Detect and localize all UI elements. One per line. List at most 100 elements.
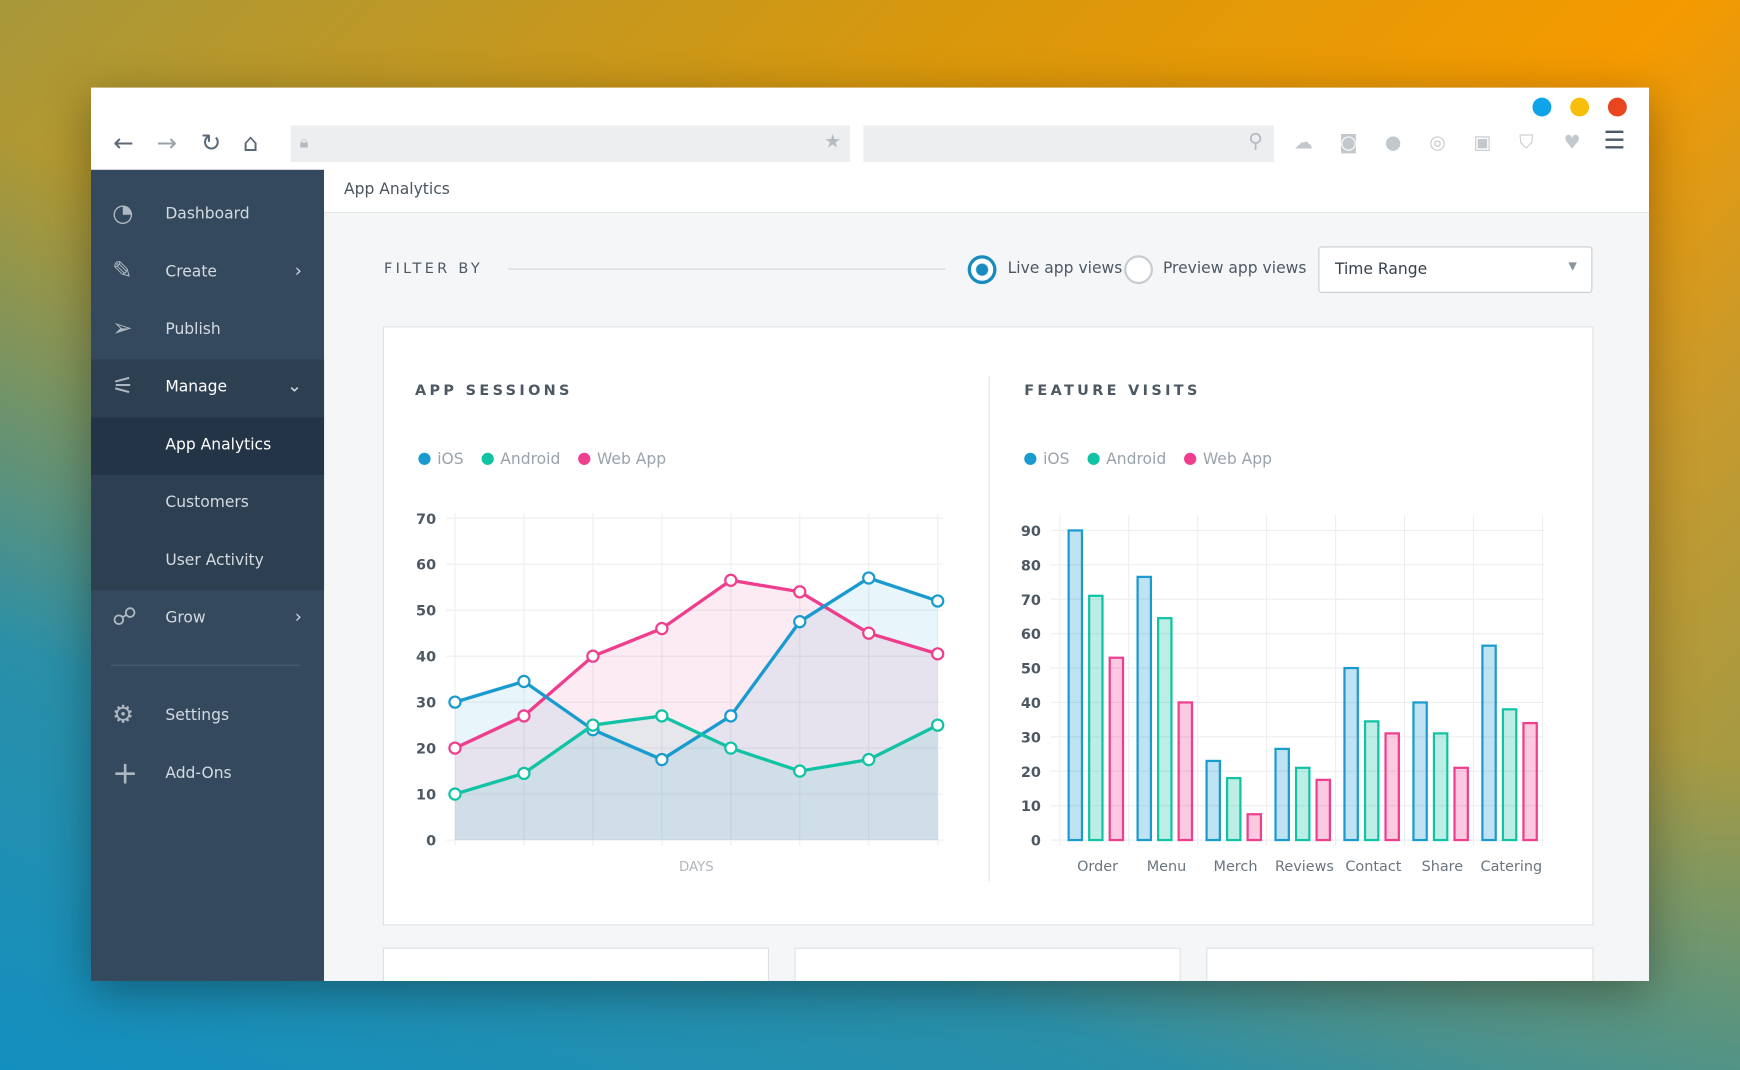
bar-Merch-Android xyxy=(1225,777,1242,842)
bar-Reviews-Web App xyxy=(1315,778,1332,842)
feature-visits-legend: iOS Android Web App xyxy=(1024,451,1290,468)
y-tick-label: 70 xyxy=(1021,593,1041,609)
filter-divider xyxy=(508,268,946,270)
data-point xyxy=(724,741,738,755)
data-point xyxy=(931,718,945,732)
area-Android xyxy=(454,715,938,841)
sidebar-item-user-activity[interactable]: User Activity xyxy=(90,532,325,591)
bar-Catering-Android xyxy=(1501,708,1518,842)
y-tick-label: 30 xyxy=(1021,730,1041,746)
menu-icon[interactable]: ☰ xyxy=(1603,127,1626,156)
sidebar: ◔ Dashboard ✎ Create › ➢ Publish ⚟ Manage ⌄ Ap… xyxy=(90,169,325,981)
home-icon[interactable]: ⌂ xyxy=(243,129,259,158)
y-tick-label: 80 xyxy=(1021,558,1041,574)
data-point xyxy=(517,766,531,781)
x-tick-label: Menu xyxy=(1147,859,1187,875)
address-bar[interactable]: 🔒︎ ★ xyxy=(290,125,851,163)
star-icon[interactable]: ★ xyxy=(824,130,842,154)
cloud-upload-icon[interactable]: ☁ xyxy=(1293,132,1313,155)
back-arrow-icon[interactable]: ← xyxy=(113,129,134,158)
bar-Order-iOS xyxy=(1067,529,1084,842)
x-tick-label: Contact xyxy=(1345,859,1401,875)
y-tick-label: 60 xyxy=(416,558,436,574)
window-minimize-button[interactable] xyxy=(1532,97,1552,117)
data-point xyxy=(862,571,876,585)
data-point xyxy=(586,718,600,732)
data-point xyxy=(724,709,738,723)
bar-Reviews-Android xyxy=(1294,766,1311,842)
y-tick-label: 10 xyxy=(1021,799,1041,815)
app-sessions-title: APP SESSIONS xyxy=(415,382,573,400)
search-icon[interactable]: ⚲ xyxy=(1248,129,1263,154)
line-Android xyxy=(454,714,939,796)
card-divider xyxy=(988,376,990,882)
camera-icon[interactable]: ◙ xyxy=(1339,132,1358,155)
radio-preview-app-views[interactable] xyxy=(1124,255,1153,285)
y-tick-label: 40 xyxy=(416,650,436,666)
sidebar-item-manage[interactable]: ⚟ Manage ⌄ xyxy=(90,359,325,418)
sidebar-divider xyxy=(110,664,300,666)
sliders-icon: ⚟ xyxy=(112,372,134,401)
line-iOS xyxy=(454,576,939,762)
bar-Menu-iOS xyxy=(1136,575,1153,842)
bar-Catering-iOS xyxy=(1481,644,1497,842)
chevron-right-icon: › xyxy=(294,605,302,627)
charts-layer: 0 10 20 30 40 50 60 70 DAYS 0 10 20 30 40 50 60 70 80 90 Or… xyxy=(416,512,1545,875)
briefcase-icon[interactable]: ▣ xyxy=(1473,132,1492,155)
bar-Contact-iOS xyxy=(1343,666,1359,842)
sidebar-item-app-analytics[interactable]: App Analytics xyxy=(90,417,325,475)
x-tick-label: Reviews xyxy=(1275,859,1334,875)
sidebar-item-add-ons[interactable]: + Add-Ons xyxy=(112,754,232,792)
shield-icon[interactable]: ⛉ xyxy=(1519,132,1534,155)
data-point xyxy=(655,752,669,767)
bar-Share-iOS xyxy=(1412,701,1428,842)
radio-label-preview[interactable]: Preview app views xyxy=(1162,259,1307,278)
window-maximize-button[interactable] xyxy=(1570,97,1590,117)
bar-Share-Android xyxy=(1432,732,1449,842)
sidebar-item-create[interactable]: ✎ Create › xyxy=(112,257,302,286)
sidebar-item-publish[interactable]: ➢ Publish xyxy=(112,315,221,343)
sidebar-item-dashboard[interactable]: ◔ Dashboard xyxy=(112,199,250,228)
sidebar-item-settings[interactable]: ⚙ Settings xyxy=(112,701,230,730)
graph-nodes-icon: ☍ xyxy=(112,603,137,632)
forward-arrow-icon[interactable]: → xyxy=(156,129,177,158)
bar-Share-Web App xyxy=(1453,766,1469,842)
y-tick-label: 40 xyxy=(1021,696,1041,712)
bar-Order-Android xyxy=(1088,594,1104,842)
breadcrumb: App Analytics xyxy=(324,169,1650,214)
heart-icon[interactable]: ♥ xyxy=(1563,132,1581,155)
area-iOS xyxy=(454,577,938,841)
radio-label-live[interactable]: Live app views xyxy=(1007,259,1123,278)
gear-icon: ⚙ xyxy=(112,701,134,730)
x-tick-label: Share xyxy=(1422,859,1464,875)
bar-Menu-Android xyxy=(1157,617,1173,842)
area-Web App xyxy=(454,580,938,841)
bar-Reviews-iOS xyxy=(1274,747,1290,842)
data-point xyxy=(793,585,807,599)
data-point xyxy=(448,741,462,755)
summary-card-2 xyxy=(794,947,1181,981)
y-tick-label: 30 xyxy=(416,696,436,712)
alert-icon[interactable]: ● xyxy=(1384,132,1402,155)
chevron-right-icon: › xyxy=(294,259,302,281)
y-tick-label: 20 xyxy=(416,742,436,758)
paper-plane-icon: ➢ xyxy=(112,315,133,343)
search-input[interactable]: ⚲ xyxy=(863,125,1274,163)
bar-Menu-Web App xyxy=(1177,701,1194,842)
broadcast-icon[interactable]: ◎ xyxy=(1429,132,1446,155)
summary-card-1 xyxy=(382,947,770,981)
sidebar-item-grow[interactable]: ☍ Grow › xyxy=(112,603,302,632)
bar-Contact-Web App xyxy=(1384,732,1400,842)
y-tick-label: 0 xyxy=(426,834,436,850)
time-range-dropdown[interactable]: Time Range ▼ xyxy=(1318,246,1593,293)
y-tick-label: 50 xyxy=(416,604,436,620)
data-point xyxy=(862,752,876,767)
data-point xyxy=(448,695,462,709)
data-point xyxy=(655,621,669,636)
caret-down-icon: ▼ xyxy=(1568,260,1577,273)
sidebar-item-customers[interactable]: Customers xyxy=(90,474,325,533)
reload-icon[interactable]: ↻ xyxy=(200,129,222,158)
window-close-button[interactable] xyxy=(1607,97,1627,117)
data-point xyxy=(448,787,462,801)
radio-live-app-views[interactable] xyxy=(967,255,997,285)
